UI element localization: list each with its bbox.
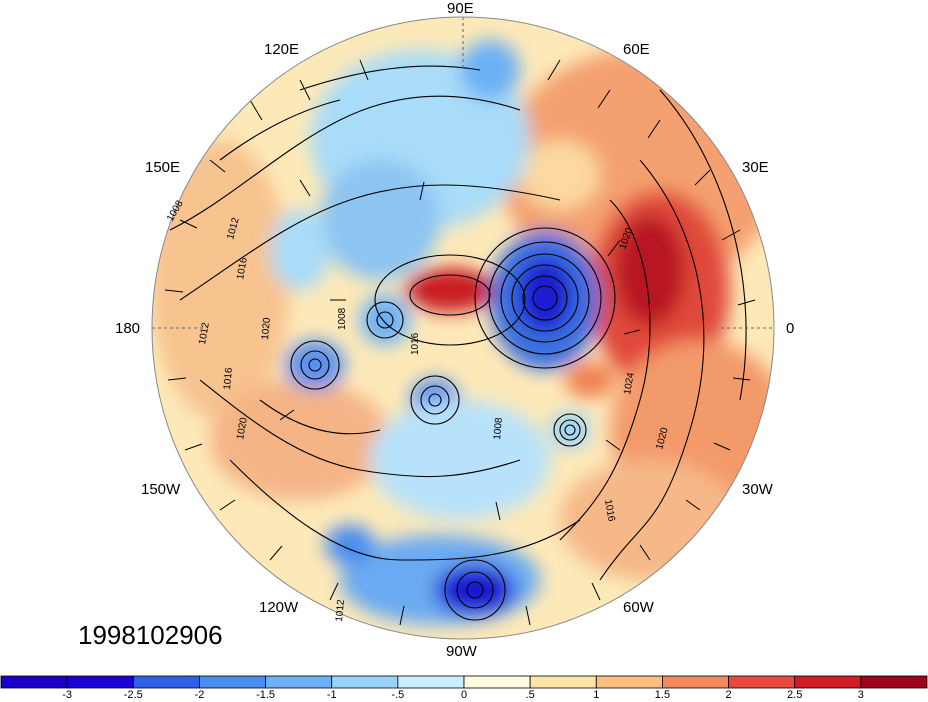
isobar-label: 1016 <box>602 499 617 523</box>
longitude-label-30w: 30W <box>742 481 773 498</box>
colorbar-tick-label: 3 <box>857 689 864 701</box>
isobar-label: 1012 <box>334 599 347 623</box>
isobar-label: 1020 <box>235 416 250 440</box>
isobar-label: 1024 <box>622 371 637 395</box>
anomaly-field <box>152 17 774 639</box>
longitude-label-90w: 90W <box>446 643 477 660</box>
colorbar-bin <box>595 675 663 689</box>
colorbar-bin <box>397 675 465 689</box>
colorbar-bin <box>132 675 200 689</box>
colorbar-bin <box>199 675 266 689</box>
colorbar-bin <box>331 675 399 689</box>
colorbar-bin <box>529 675 597 689</box>
colorbar-bin <box>728 675 796 689</box>
colorbar-tick-label: -2 <box>194 689 205 701</box>
colorbar-tick-label: 1 <box>593 689 600 701</box>
colorbar-tick-label: .5 <box>525 689 535 701</box>
date-label: 1998102906 <box>78 620 223 650</box>
colorbar-tick-label: 2 <box>725 689 732 701</box>
colorbar-tick-label: -2.5 <box>123 689 143 701</box>
longitude-label-90e: 90E <box>447 0 474 17</box>
longitude-label-30e: 30E <box>742 159 769 176</box>
colorbar-bin <box>265 675 333 689</box>
polar-map: 1008 1012 1016 1020 1012 1016 1020 1008 … <box>151 16 775 640</box>
colorbar-bin <box>860 675 928 689</box>
colorbar-tick-label: 2.5 <box>787 689 803 701</box>
colorbar-tick-label: -.5 <box>391 689 405 701</box>
colorbar <box>0 675 928 689</box>
longitude-label-150e: 150E <box>145 159 181 176</box>
longitude-label-180: 180 <box>115 320 141 337</box>
wind-barbs <box>164 59 756 626</box>
longitude-label-150w: 150W <box>141 481 181 498</box>
isobar-label: 1008 <box>337 307 348 330</box>
colorbar-bin <box>794 675 862 689</box>
longitude-label-0: 0 <box>786 320 795 337</box>
longitude-label-60w: 60W <box>623 599 654 616</box>
isobar-label: 1020 <box>260 317 273 341</box>
colorbar-tick-label: -1.5 <box>256 689 276 701</box>
isobar-label: 1008 <box>492 417 505 441</box>
longitude-label-120e: 120E <box>264 41 300 58</box>
isobar-label: 1016 <box>222 367 235 391</box>
isobar-label: 1012 <box>197 321 212 345</box>
colorbar-bin <box>0 675 68 689</box>
isobar-label: 1016 <box>235 256 250 280</box>
colorbar-tick-label: 1.5 <box>654 689 671 701</box>
longitude-label-120w: 120W <box>259 599 299 616</box>
colorbar-bin <box>463 675 531 689</box>
colorbar-bin <box>66 675 134 689</box>
colorbar-tick-label: -1 <box>326 689 337 701</box>
colorbar-bin <box>662 675 729 689</box>
graticule <box>152 17 774 329</box>
colorbar-tick-label: 0 <box>460 689 468 701</box>
map-edge <box>151 16 775 640</box>
longitude-label-60e: 60E <box>623 41 650 58</box>
colorbar-tick-label: -3 <box>62 689 73 701</box>
isobar-contours <box>169 65 747 621</box>
isobar-label: 1016 <box>410 332 421 355</box>
